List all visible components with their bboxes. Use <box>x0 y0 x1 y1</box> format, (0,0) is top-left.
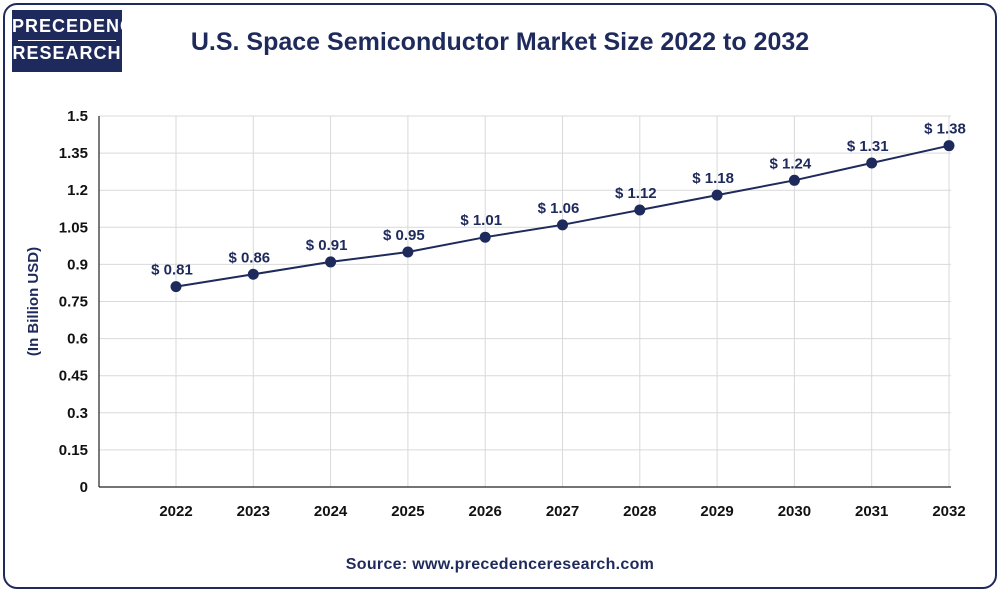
x-tick-label: 2031 <box>855 503 888 520</box>
data-point <box>634 204 646 216</box>
chart-title: U.S. Space Semiconductor Market Size 202… <box>190 28 810 56</box>
y-tick-label: 1.2 <box>67 182 88 199</box>
logo-line1: PRECEDENCE <box>12 16 148 36</box>
x-tick-label: 2028 <box>623 503 656 520</box>
brand-logo: PRECEDENCE RESEARCH <box>12 10 148 72</box>
data-label: $ 0.95 <box>383 227 425 244</box>
y-axis-title: (In Billion USD) <box>25 247 42 356</box>
x-tick-label: 2029 <box>700 503 733 520</box>
data-point <box>711 189 723 201</box>
y-tick-label: 0.6 <box>67 331 88 348</box>
y-tick-label: 0.15 <box>59 442 88 459</box>
data-label: $ 1.18 <box>692 170 734 187</box>
data-label: $ 0.86 <box>228 249 270 266</box>
x-tick-label: 2027 <box>546 503 579 520</box>
data-label: $ 1.38 <box>924 121 966 138</box>
logo-line2: RESEARCH <box>12 43 122 63</box>
y-tick-label: 0 <box>80 479 88 496</box>
data-label: $ 0.91 <box>306 237 348 254</box>
y-tick-label: 0.45 <box>59 368 88 385</box>
x-tick-label: 2030 <box>778 503 811 520</box>
y-tick-label: 1.5 <box>67 108 88 125</box>
x-tick-label: 2024 <box>314 503 348 520</box>
y-tick-label: 1.35 <box>59 145 88 162</box>
data-label: $ 1.12 <box>615 185 657 202</box>
x-tick-label: 2023 <box>237 503 270 520</box>
data-point <box>479 231 491 243</box>
x-tick-label: 2032 <box>932 503 965 520</box>
data-label: $ 0.81 <box>151 262 193 279</box>
chart-frame <box>3 3 997 589</box>
data-point <box>943 140 955 152</box>
data-label: $ 1.24 <box>770 155 812 172</box>
data-point <box>557 219 568 231</box>
y-tick-label: 0.3 <box>67 405 88 422</box>
data-point <box>247 268 259 280</box>
data-point <box>325 256 337 268</box>
data-point <box>170 281 182 293</box>
data-label: $ 1.01 <box>460 212 502 229</box>
data-point <box>402 246 414 258</box>
data-label: $ 1.31 <box>847 138 889 155</box>
data-point <box>788 174 800 186</box>
x-tick-label: 2022 <box>159 503 192 520</box>
x-tick-label: 2025 <box>391 503 424 520</box>
y-tick-label: 0.75 <box>59 294 88 311</box>
source-note: Source: www.precedenceresearch.com <box>345 556 655 573</box>
y-tick-label: 1.05 <box>59 219 88 236</box>
y-tick-label: 0.9 <box>67 256 88 273</box>
data-label: $ 1.06 <box>538 200 580 217</box>
logo-divider <box>18 40 116 41</box>
x-tick-label: 2026 <box>469 503 502 520</box>
data-point <box>866 157 878 169</box>
